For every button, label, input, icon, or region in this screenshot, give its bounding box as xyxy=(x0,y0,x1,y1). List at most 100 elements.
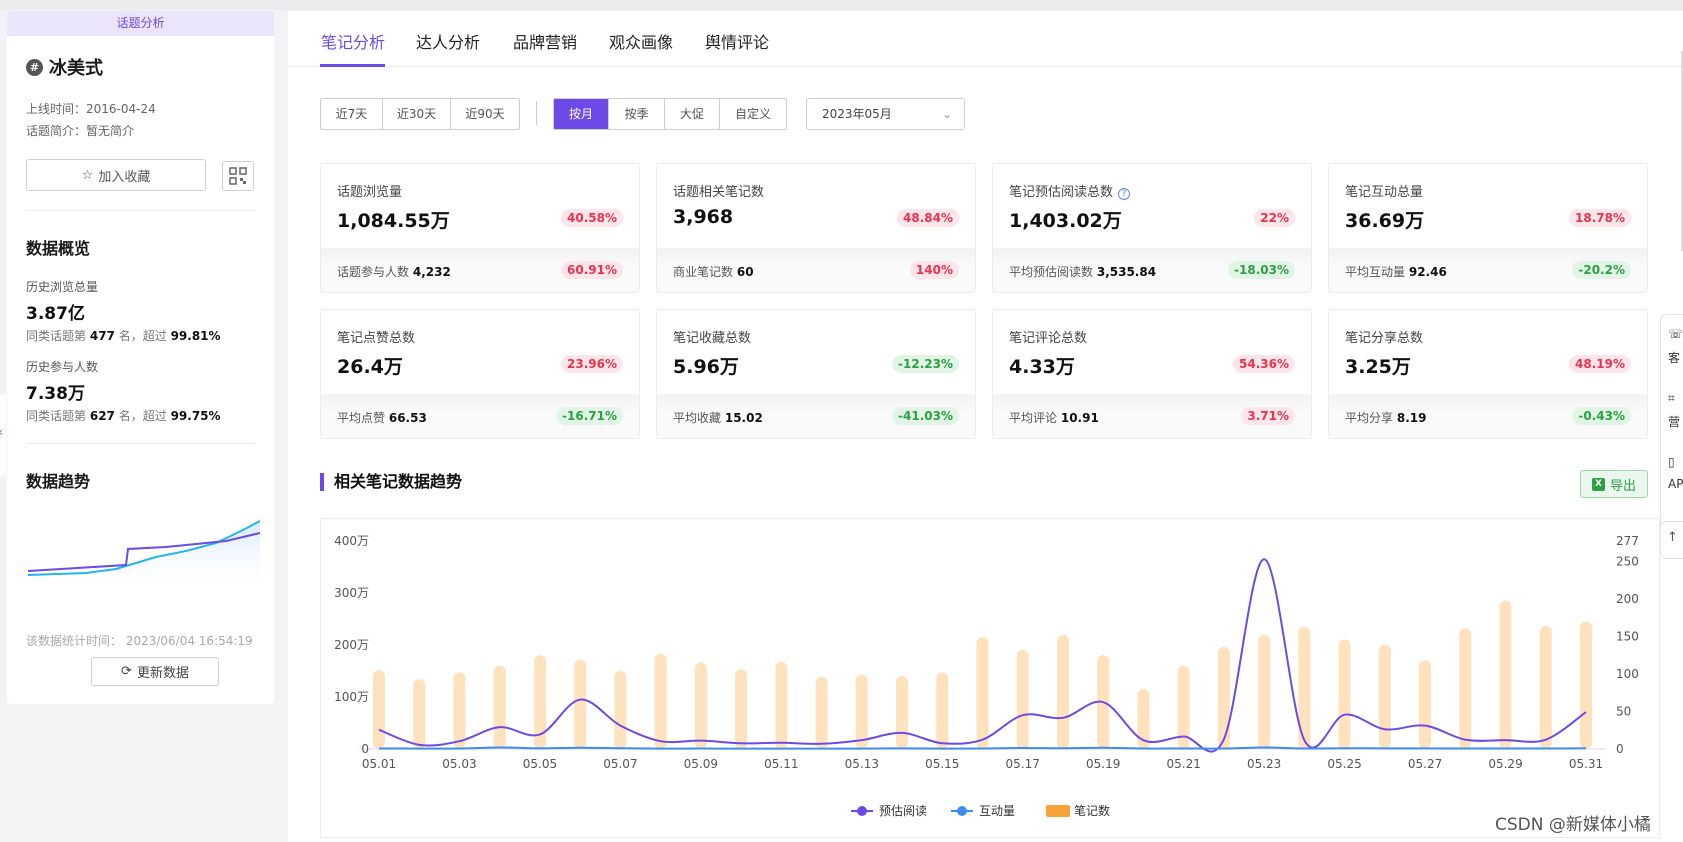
line-interaction xyxy=(378,746,1587,750)
watermark: CSDN @新媒体小橘 xyxy=(1495,815,1651,835)
metric-value: 4.33万 xyxy=(1009,356,1075,378)
export-button[interactable]: X 导出 xyxy=(1580,470,1648,498)
top-strip xyxy=(0,0,1683,10)
bar-note-count xyxy=(1580,621,1592,749)
x-tick-label: 05.17 xyxy=(1006,757,1040,771)
tab-note-analysis[interactable]: 笔记分析 xyxy=(321,33,386,52)
period-promo[interactable]: 大促 xyxy=(665,99,720,129)
topic-intro: 话题简介：暂无简介 xyxy=(26,124,135,138)
refresh-icon: ⟳ xyxy=(121,664,132,679)
bar-note-count xyxy=(453,672,466,749)
trend-title: 数据趋势 xyxy=(26,472,91,491)
y-left-tick-label: 200万 xyxy=(334,638,369,652)
back-to-top-button[interactable]: ↑ xyxy=(1660,521,1683,559)
bar-note-count xyxy=(413,679,426,749)
metric-value: 3.25万 xyxy=(1345,356,1411,378)
collapse-panel-handle[interactable]: ‹ xyxy=(0,395,6,475)
topic-header: # 冰美式 xyxy=(26,54,103,80)
bar-note-count xyxy=(1137,688,1150,749)
metric-value: 1,084.55万 xyxy=(337,210,450,232)
metric-card: 笔记互动总量 36.69万 18.78% 平均互动量 92.46 -20.2% xyxy=(1328,163,1648,293)
hist-views-rank: 同类话题第 477 名，超过 99.81% xyxy=(26,329,221,343)
metric-label: 笔记互动总量 xyxy=(1345,185,1424,200)
y-right-tick-label: 100 xyxy=(1616,667,1639,681)
topic-info-panel: 话题分析 # 冰美式 上线时间：2016-04-24 话题简介：暂无简介 ☆ 加… xyxy=(7,11,274,704)
metric-value: 1,403.02万 xyxy=(1009,210,1122,232)
float-label-service[interactable]: 客 xyxy=(1668,351,1681,365)
month-select[interactable]: 2023年05月 ⌄ xyxy=(806,98,965,130)
help-icon[interactable]: ? xyxy=(1118,188,1131,200)
overview-title: 数据概览 xyxy=(26,239,91,258)
metric-change-badge: 48.84% xyxy=(897,209,959,227)
legend-swatch-bar xyxy=(1046,805,1070,817)
tab-public-opinion[interactable]: 舆情评论 xyxy=(705,33,770,52)
chevron-down-icon: ⌄ xyxy=(941,107,952,121)
tab-brand-marketing[interactable]: 品牌营销 xyxy=(513,33,578,52)
bar-note-count xyxy=(735,669,748,749)
metric-value: 3,968 xyxy=(673,206,734,228)
metric-sub: 平均分享 8.19 xyxy=(1345,411,1427,425)
period-custom[interactable]: 自定义 xyxy=(734,107,771,121)
bar-note-count xyxy=(1258,634,1271,749)
tab-kol-analysis[interactable]: 达人分析 xyxy=(416,33,481,52)
arrow-up-icon: ↑ xyxy=(1667,530,1678,545)
metric-sub-change-badge: 140% xyxy=(909,261,959,279)
period-selector: 按月 按季 大促 自定义 xyxy=(553,98,787,130)
range-90d[interactable]: 近90天 xyxy=(465,107,505,121)
section-title: 相关笔记数据趋势 xyxy=(320,473,462,491)
add-favorite-button[interactable]: ☆ 加入收藏 xyxy=(26,159,206,191)
trend-chart: 0 100万 200万 300万 400万 0 50 100 150 200 250 277 05.01… xyxy=(320,518,1660,838)
period-quarter[interactable]: 按季 xyxy=(609,99,665,129)
range-30d[interactable]: 近30天 xyxy=(383,99,451,129)
bar-note-count xyxy=(1539,625,1552,749)
trend-chart-svg: 0 100万 200万 300万 400万 0 50 100 150 200 250 277 05.01… xyxy=(334,534,1639,818)
api-icon[interactable]: ▯ xyxy=(1668,455,1675,469)
metric-label: 笔记分享总数 xyxy=(1345,331,1424,346)
legend-swatch-dot xyxy=(957,806,967,816)
hist-views-value: 3.87亿 xyxy=(26,304,85,324)
bar-note-count xyxy=(1056,634,1069,749)
bar-note-count xyxy=(1016,649,1029,749)
x-tick-label: 05.03 xyxy=(442,757,476,771)
metric-card: 笔记预估阅读总数? 1,403.02万 22% 平均预估阅读数 3,535.84 -18… xyxy=(992,163,1312,293)
qr-code-button[interactable] xyxy=(222,161,254,191)
metric-sub-change-badge: -20.2% xyxy=(1572,261,1631,279)
range-selector: 近7天 近30天 近90天 xyxy=(320,98,520,130)
customer-service-icon[interactable]: ☏ xyxy=(1668,327,1683,341)
bar-note-count xyxy=(815,676,828,749)
bar-note-count xyxy=(1419,660,1432,749)
metric-change-badge: 54.36% xyxy=(1233,355,1295,373)
floating-toolbar: ☏ 客 ⌗ 营 ▯ AP xyxy=(1660,314,1683,536)
metric-card: 笔记评论总数 4.33万 54.36% 平均评论 10.91 3.71% xyxy=(992,309,1312,439)
y-right-tick-label: 50 xyxy=(1616,704,1631,718)
hist-people-label: 历史参与人数 xyxy=(26,360,99,374)
tab-audience-profile[interactable]: 观众画像 xyxy=(609,33,674,52)
x-tick-label: 05.23 xyxy=(1247,757,1281,771)
y-right-tick-label: 150 xyxy=(1616,629,1639,643)
metric-change-badge: -12.23% xyxy=(892,355,959,373)
metric-value: 26.4万 xyxy=(337,356,403,378)
main-panel: 笔记分析 达人分析 品牌营销 观众画像 舆情评论 近7天 近30天 近90天 按… xyxy=(288,11,1683,842)
metric-card: 话题浏览量 1,084.55万 40.58% 话题参与人数 4,232 60.91% xyxy=(320,163,640,293)
qr-code-icon xyxy=(229,167,247,185)
bar-note-count xyxy=(1459,628,1472,749)
scrollbar[interactable] xyxy=(1681,51,1683,251)
bar-note-count xyxy=(855,674,868,749)
bar-note-count xyxy=(1177,665,1190,749)
tab-bar: 笔记分析 达人分析 品牌营销 观众画像 舆情评论 xyxy=(288,11,1683,67)
period-month[interactable]: 按月 xyxy=(554,99,609,129)
chart-icon[interactable]: ⌗ xyxy=(1668,391,1675,405)
float-label-api[interactable]: AP xyxy=(1668,477,1683,491)
metric-sub: 平均预估阅读数 3,535.84 xyxy=(1009,265,1157,279)
x-tick-label: 05.13 xyxy=(845,757,879,771)
refresh-button[interactable]: ⟳ 更新数据 xyxy=(91,657,219,686)
metric-card: 笔记点赞总数 26.4万 23.96% 平均点赞 66.53 -16.71% xyxy=(320,309,640,439)
legend-swatch-dot xyxy=(857,806,867,816)
divider xyxy=(26,210,255,211)
bar-note-count xyxy=(1217,646,1230,749)
range-7d[interactable]: 近7天 xyxy=(321,99,383,129)
legend-label: 笔记数 xyxy=(1074,803,1110,818)
float-label-marketing[interactable]: 营 xyxy=(1668,415,1681,429)
metric-sub: 平均互动量 92.46 xyxy=(1345,265,1447,279)
bar-note-count xyxy=(936,672,949,749)
